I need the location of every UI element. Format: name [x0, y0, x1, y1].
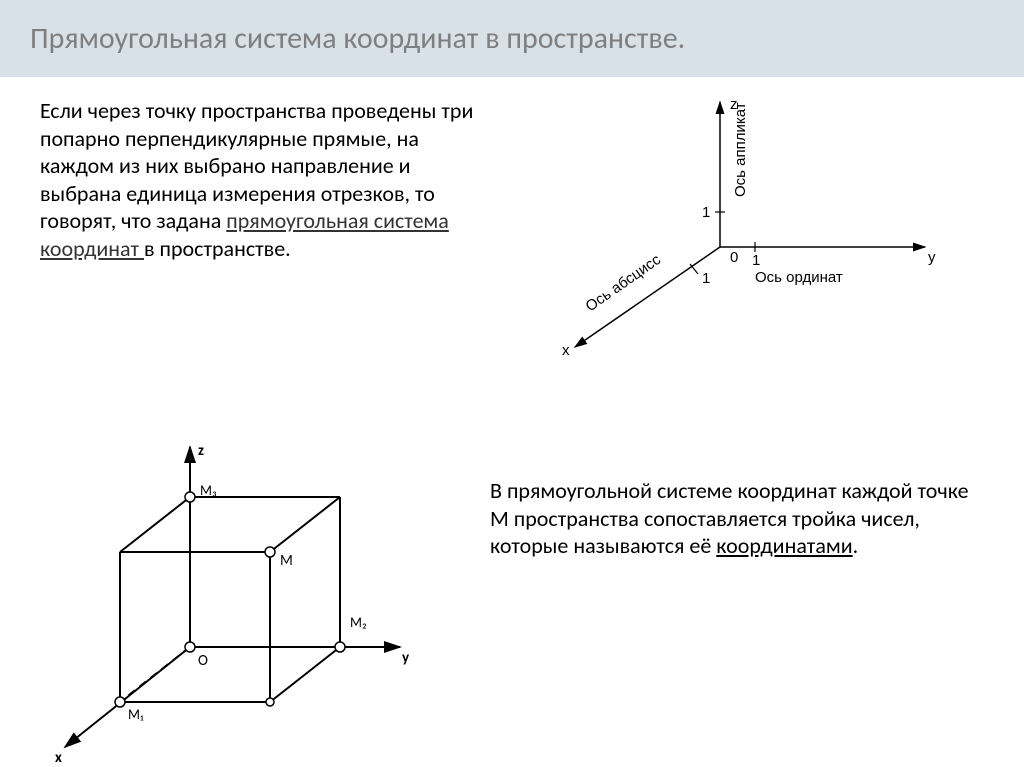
paragraph-1: Если через точку пространства проведены …	[40, 97, 480, 262]
x-label: x	[562, 342, 570, 357]
content-area: Если через точку пространства проведены …	[0, 77, 1024, 282]
M3-label: M₃	[200, 482, 217, 499]
M-label: M	[280, 552, 293, 570]
y-tick: 1	[752, 252, 760, 269]
axes-diagram: z y x 0 1 1 1 Ось аппликат Ось ординат О…	[530, 87, 950, 357]
O-label: O	[198, 652, 208, 670]
x-tick: 1	[702, 270, 710, 287]
origin-label: 0	[730, 249, 738, 266]
cube-x-label: x	[55, 749, 62, 767]
z-axis-name: Ось аппликат	[732, 102, 749, 197]
slide-title: Прямоугольная система координат в простр…	[0, 0, 1024, 77]
p1-text-2: в пространстве.	[144, 235, 291, 262]
p2-text-2: .	[853, 532, 859, 559]
z-tick: 1	[702, 204, 710, 221]
y-label: y	[928, 249, 936, 266]
p2-underline: координатами	[716, 532, 852, 559]
y-axis-name: Ось ординат	[755, 269, 843, 286]
x-axis-name: Ось абсцисс	[583, 251, 665, 315]
cube-diagram: z y x M₃ M M₂ M₁ O	[50, 437, 430, 767]
M2-label: M₂	[350, 614, 367, 631]
cube-z-label: z	[198, 442, 204, 460]
paragraph-2: В прямоугольной системе координат каждой…	[490, 477, 970, 560]
M1-label: M₁	[128, 706, 144, 723]
cube-y-label: y	[402, 649, 410, 667]
